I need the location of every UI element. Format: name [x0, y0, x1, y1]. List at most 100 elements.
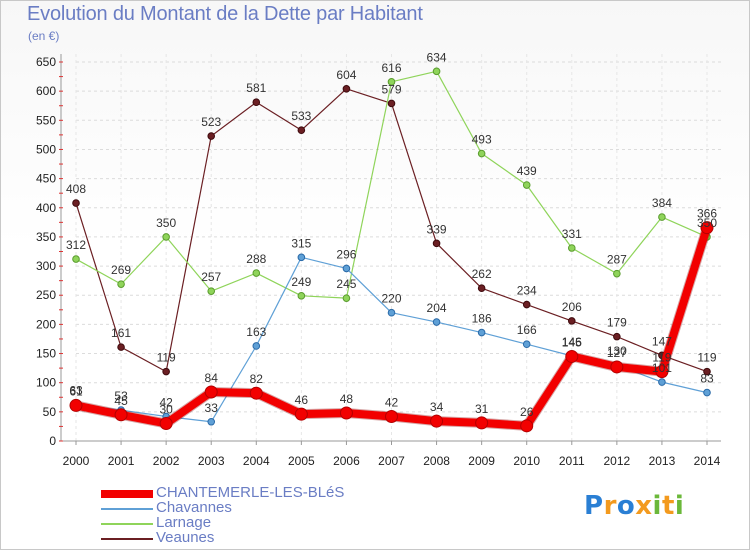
- data-point: [432, 67, 441, 76]
- data-point: [658, 378, 666, 386]
- data-point: [297, 292, 306, 300]
- x-tick-label: 2008: [423, 454, 450, 468]
- data-label: 350: [156, 216, 176, 230]
- x-tick-label: 2013: [649, 454, 676, 468]
- data-label: 179: [607, 316, 627, 330]
- data-label: 186: [472, 312, 492, 326]
- logo-letter: o: [616, 491, 636, 521]
- data-point: [610, 360, 624, 374]
- data-point: [114, 408, 128, 422]
- data-point: [387, 308, 396, 317]
- data-label: 533: [291, 109, 311, 123]
- data-point: [252, 269, 261, 277]
- data-point: [162, 233, 170, 241]
- x-tick-label: 2000: [63, 454, 90, 468]
- data-label: 61: [69, 384, 83, 398]
- y-tick-label: 400: [36, 201, 56, 215]
- x-tick-label: 2004: [243, 454, 270, 468]
- data-label: 31: [475, 402, 489, 416]
- y-tick-label: 500: [36, 142, 56, 156]
- data-point: [385, 410, 398, 424]
- data-point: [342, 294, 351, 302]
- data-point: [342, 85, 351, 93]
- data-label: 634: [427, 50, 447, 64]
- data-point: [522, 340, 531, 349]
- data-label: 245: [336, 277, 356, 291]
- legend-swatch: [101, 538, 153, 540]
- data-label: 45: [114, 394, 128, 408]
- x-tick-label: 2011: [559, 454, 585, 468]
- data-point: [297, 126, 306, 135]
- logo-letter: i: [652, 491, 662, 521]
- logo-letter: t: [661, 491, 675, 521]
- data-label: 339: [427, 222, 447, 236]
- x-tick-label: 2010: [513, 454, 540, 468]
- data-label: 53: [114, 389, 128, 403]
- data-label: 312: [66, 238, 86, 252]
- data-point: [72, 255, 80, 263]
- data-point: [613, 332, 621, 341]
- data-point: [475, 416, 489, 430]
- data-label: 119: [697, 351, 716, 365]
- data-label: 33: [205, 401, 219, 415]
- y-tick-label: 550: [36, 113, 56, 127]
- data-point: [387, 99, 396, 108]
- legend-swatch: [101, 523, 153, 525]
- chart-subtitle: (en €): [28, 29, 60, 43]
- data-label: 493: [472, 133, 492, 147]
- data-point: [565, 349, 579, 363]
- data-label: 296: [336, 247, 356, 261]
- data-point: [69, 398, 83, 412]
- data-point: [567, 244, 576, 252]
- data-point: [432, 239, 441, 248]
- chart-title: Evolution du Montant de la Dette par Hab…: [27, 3, 423, 25]
- line-chart: 0 50 100 150 200 250 300 350 400 450 500 550 600 650 2…: [36, 50, 721, 468]
- data-point: [613, 269, 621, 278]
- data-label: 384: [652, 196, 672, 210]
- data-label: 331: [562, 227, 582, 241]
- data-label: 604: [336, 68, 356, 82]
- y-tick-label: 150: [36, 347, 56, 361]
- data-point: [207, 417, 216, 426]
- x-tick-label: 2012: [604, 454, 631, 468]
- data-point: [522, 300, 531, 309]
- data-point: [294, 407, 308, 421]
- y-tick-label: 450: [36, 172, 56, 186]
- logo-letter: r: [603, 491, 617, 521]
- data-label: 101: [652, 361, 672, 375]
- data-label: 63: [69, 383, 83, 397]
- proxiti-logo: Proxiti: [584, 491, 684, 521]
- data-point: [162, 367, 170, 376]
- data-label: 30: [159, 403, 173, 417]
- data-label: 206: [562, 300, 582, 314]
- y-tick-label: 600: [36, 84, 56, 98]
- data-label: 119: [652, 351, 671, 365]
- data-point: [655, 365, 669, 379]
- x-tick-label: 2006: [333, 454, 360, 468]
- data-label: 315: [291, 236, 311, 250]
- y-tick-label: 0: [49, 434, 56, 448]
- logo-letter: x: [635, 491, 653, 521]
- data-point: [703, 388, 711, 397]
- data-label: 145: [562, 335, 582, 349]
- data-label: 288: [246, 252, 266, 266]
- data-point: [207, 287, 216, 295]
- data-label: 249: [291, 275, 311, 289]
- data-point: [477, 149, 486, 158]
- y-tick-label: 200: [36, 317, 56, 331]
- data-label: 130: [607, 344, 627, 358]
- data-label: 616: [381, 61, 401, 75]
- data-label: 166: [517, 323, 537, 337]
- x-tick-label: 2014: [694, 454, 721, 468]
- data-label: 26: [520, 405, 534, 419]
- data-point: [477, 328, 486, 337]
- legend-label: CHANTEMERLE-LES-BLéS: [156, 484, 345, 501]
- logo-letter: i: [674, 491, 685, 521]
- data-point: [432, 318, 441, 326]
- x-tick-label: 2001: [108, 454, 135, 468]
- y-tick-label: 250: [36, 288, 56, 302]
- data-label: 234: [517, 284, 537, 298]
- data-label: 262: [472, 267, 492, 281]
- data-label: 42: [385, 396, 399, 410]
- data-point: [387, 78, 396, 86]
